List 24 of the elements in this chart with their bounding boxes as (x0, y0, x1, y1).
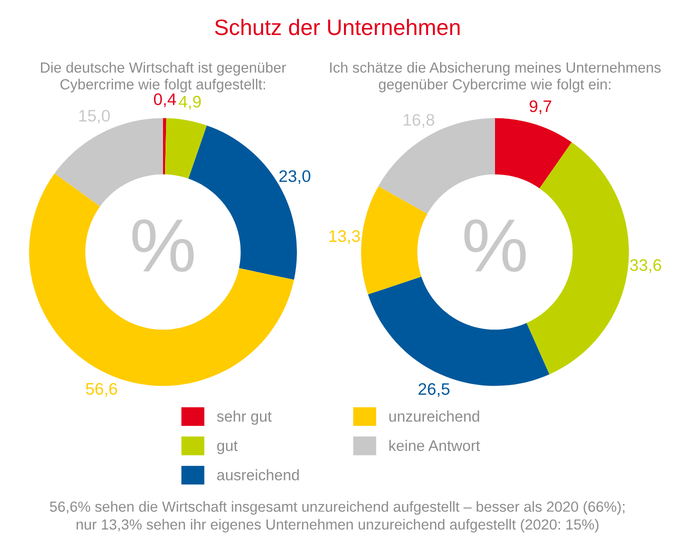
data-label: 9,7 (530, 100, 552, 114)
donut-slice (163, 118, 166, 174)
donut-slice (526, 142, 629, 374)
donut-slice (495, 118, 572, 188)
data-label: 33,6 (630, 259, 662, 273)
chart-title: Schutz der Unternehmen (214, 18, 460, 36)
text: % (464, 219, 526, 272)
text: 56,6% sehen die Wirtschaft insgesamt unzureichend aufgestellt – besser als 2020 (66%); nur 13,3% sehen ihr eigenes Unternehmen unzureichend aufgestellt (2020: 15%) (50, 501, 624, 533)
data-label: 23,0 (279, 170, 310, 184)
data-label: 13,3 (329, 230, 360, 244)
donut-slice (164, 118, 207, 179)
chart-subtitle: Ich schätze die Absicherung meines Unternehmens gegenüber Cybercrime wie folgt ein: (330, 62, 661, 92)
data-label: 56,6 (86, 382, 118, 397)
donut-slice (361, 186, 428, 294)
legend-label: sehr gut (216, 410, 272, 425)
legend-label: gut (217, 441, 238, 454)
text: % (132, 219, 194, 272)
legend-label: unzureichend (389, 410, 480, 422)
legend-label: ausreichend (217, 469, 299, 480)
data-label: 0,4 (154, 93, 176, 108)
chart-subtitle: Die deutsche Wirtschaft ist gegenüber Cybercrime wie folgt aufgestellt: (40, 62, 286, 92)
legend-label: keine Antwort (389, 440, 480, 452)
data-label: 26,5 (418, 383, 450, 397)
data-label: 4,9 (178, 96, 201, 110)
